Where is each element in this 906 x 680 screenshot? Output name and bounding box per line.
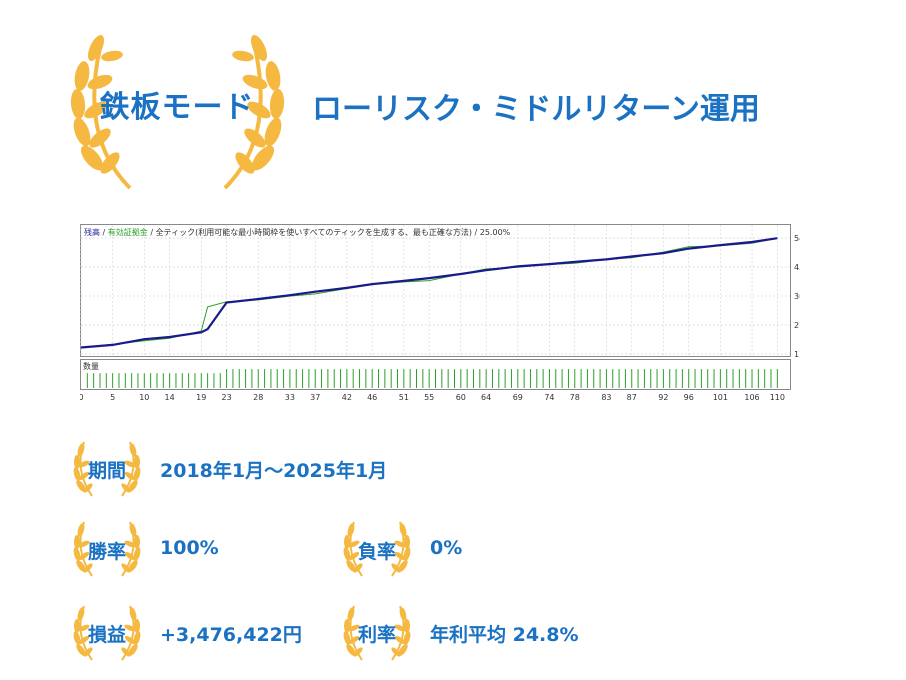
legend-separator: / [100,228,108,237]
legend-method: 全ティック(利用可能な最小時間枠を使いすべてのティックを生成する、最も正確な方法… [155,228,472,237]
yield-label: 利率 [357,624,396,646]
x-tick-label: 46 [367,393,377,402]
win-rate-value: 100% [160,537,219,559]
x-tick-label: 96 [684,393,694,402]
legend-percent: 25.00% [479,228,511,237]
period-value: 2018年1月〜2025年1月 [160,460,388,482]
x-tick-label: 14 [165,393,175,402]
y-tick-label: 3624523 [794,292,800,301]
yield-value: 年利平均 24.8% [430,624,579,646]
x-tick-label: 0 [80,393,84,402]
laurel-wreath-icon [70,35,285,190]
x-tick-label: 5 [110,393,115,402]
y-tick-label: 5455278 [794,234,800,243]
legend-balance: 残高 [84,228,100,237]
mode-badge: 鉄板モード [99,90,255,125]
x-tick-label: 37 [310,393,320,402]
legend-separator: / [471,228,480,237]
page-title: ローリスク・ミドルリターン運用 [312,92,760,127]
x-tick-label: 69 [513,393,523,402]
y-tick-label: 1793768 [794,350,800,359]
x-tick-label: 83 [601,393,611,402]
profit-value: +3,476,422円 [160,624,302,646]
x-tick-label: 33 [285,393,295,402]
x-tick-label: 110 [770,393,785,402]
x-tick-label: 74 [544,393,554,402]
profit-label: 損益 [87,624,126,646]
y-tick-label: 4539901 [794,263,800,272]
x-tick-label: 87 [627,393,637,402]
balance-series-line [80,237,778,349]
legend-separator: / [147,228,156,237]
x-tick-label: 78 [570,393,580,402]
volume-label: 数量 [83,361,99,371]
legend-equity: 有効証拠金 [107,228,148,237]
x-tick-label: 19 [196,393,206,402]
x-tick-label: 23 [222,393,232,402]
x-tick-label: 92 [658,393,668,402]
x-tick-label: 64 [481,393,491,402]
x-tick-label: 101 [713,393,728,402]
chart-legend: 残高 / 有効証拠金 / 全ティック(利用可能な最小時間枠を使いすべてのティック… [84,228,510,238]
loss-rate-label: 負率 [357,541,396,563]
equity-chart: 5455278 4539901 3624523 2709146 1793768 数量 0… [80,224,800,404]
x-tick-label: 10 [139,393,149,402]
x-tick-label: 51 [399,393,409,402]
x-tick-label: 28 [253,393,263,402]
x-tick-label: 106 [744,393,759,402]
x-tick-label: 42 [342,393,352,402]
x-tick-label: 55 [424,393,434,402]
y-tick-label: 2709146 [794,321,800,330]
win-rate-label: 勝率 [87,541,126,563]
x-tick-label: 60 [456,393,466,402]
period-label: 期間 [87,460,126,482]
loss-rate-value: 0% [430,537,463,559]
